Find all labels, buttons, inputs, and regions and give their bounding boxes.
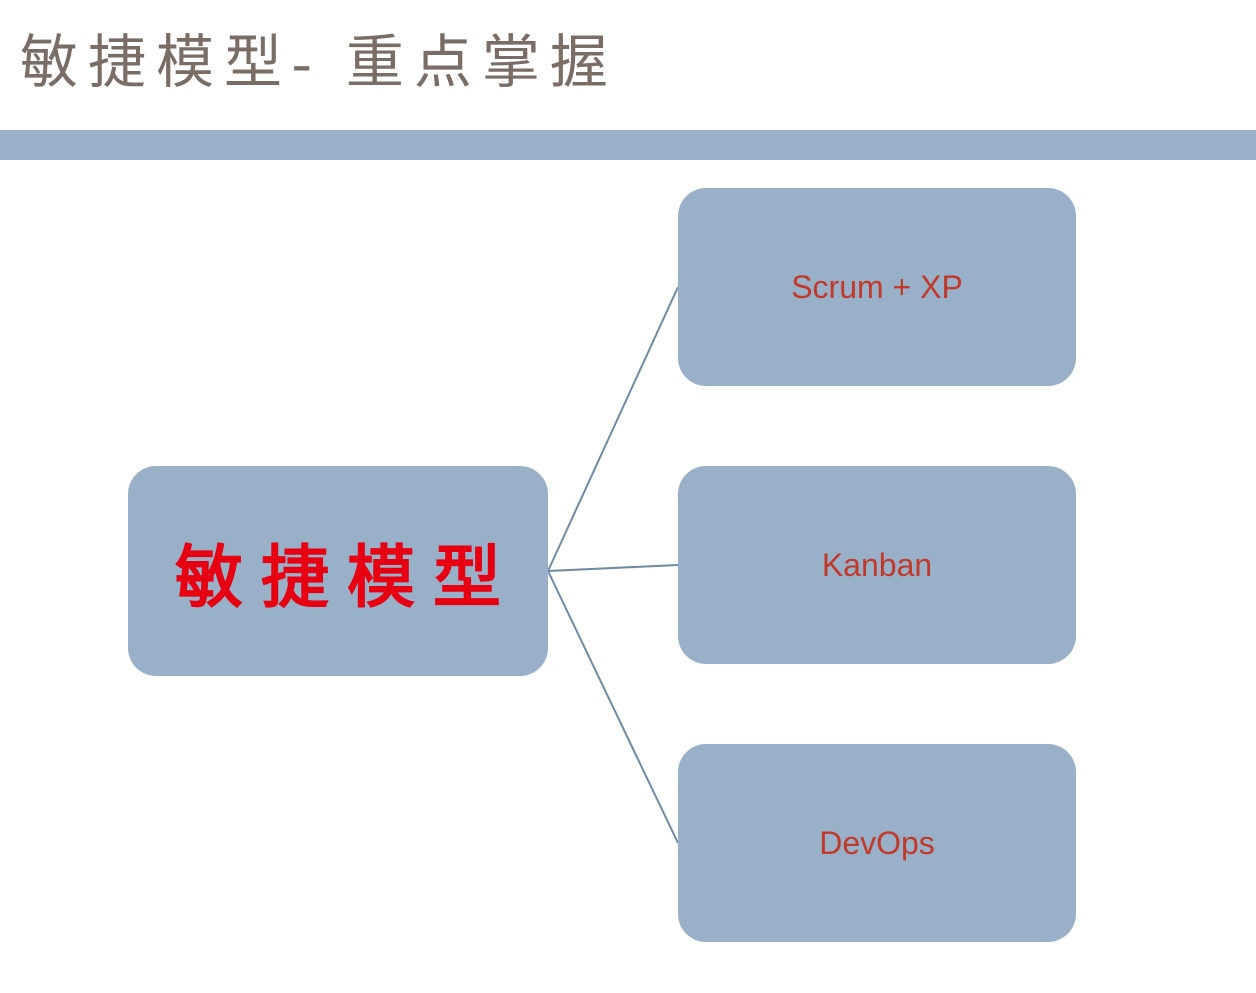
child-node-2: DevOps xyxy=(678,744,1076,942)
child-node-0: Scrum + XP xyxy=(678,188,1076,386)
root-node: 敏捷模型 xyxy=(128,466,548,676)
root-node-label: 敏捷模型 xyxy=(175,522,519,621)
title-divider xyxy=(0,130,1256,160)
child-node-1: Kanban xyxy=(678,466,1076,664)
child-node-1-label: Kanban xyxy=(822,547,932,584)
child-node-2-label: DevOps xyxy=(819,825,935,862)
child-node-0-label: Scrum + XP xyxy=(791,269,963,306)
edge-2 xyxy=(548,571,678,843)
slide-title: 敏捷模型- 重点掌握 xyxy=(20,15,618,99)
edge-1 xyxy=(548,565,678,571)
edge-0 xyxy=(548,287,678,571)
